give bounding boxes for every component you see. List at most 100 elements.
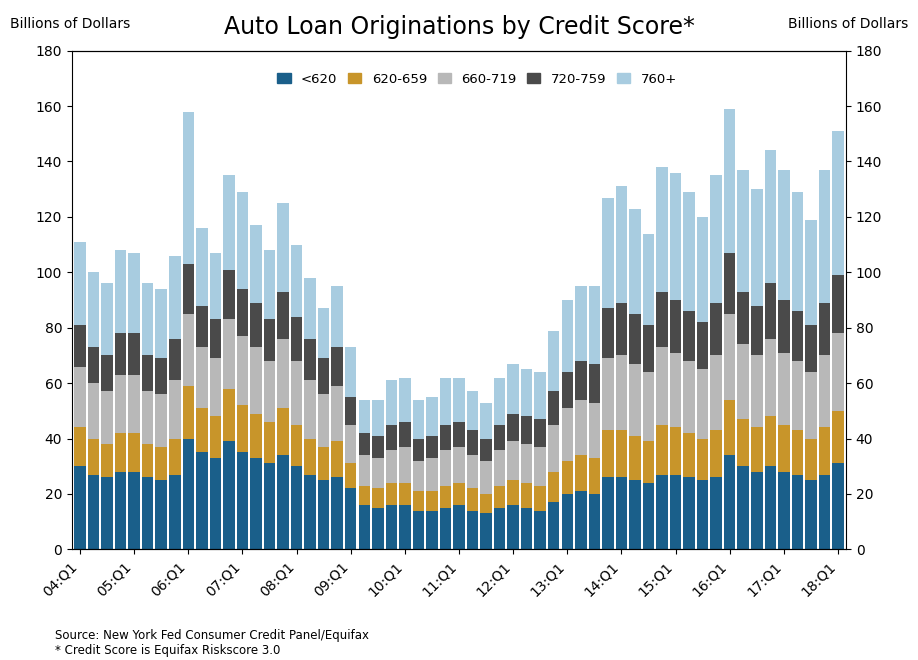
Bar [372, 436, 384, 458]
Bar [819, 303, 830, 356]
Bar [209, 319, 221, 358]
Bar [534, 447, 546, 486]
Bar [209, 358, 221, 416]
Bar [399, 505, 410, 549]
Bar [724, 400, 735, 455]
Bar [656, 347, 667, 425]
Bar [386, 483, 397, 505]
Bar [183, 438, 194, 549]
Bar [805, 480, 817, 549]
Bar [805, 325, 817, 372]
Bar [155, 480, 167, 549]
Bar [833, 131, 844, 275]
Bar [697, 217, 709, 322]
Bar [386, 380, 397, 425]
Bar [643, 442, 655, 483]
Bar [305, 380, 316, 438]
Bar [629, 436, 641, 480]
Bar [209, 458, 221, 549]
Bar [88, 273, 99, 347]
Bar [251, 303, 262, 347]
Bar [209, 253, 221, 319]
Bar [251, 458, 262, 549]
Bar [223, 389, 235, 442]
Bar [223, 319, 235, 389]
Bar [575, 361, 587, 400]
Bar [331, 442, 343, 477]
Bar [833, 333, 844, 411]
Bar [251, 225, 262, 303]
Bar [74, 366, 85, 428]
Bar [359, 433, 370, 455]
Bar [805, 220, 817, 325]
Bar [331, 386, 343, 442]
Bar [751, 356, 763, 428]
Bar [237, 452, 248, 549]
Bar [142, 391, 153, 444]
Bar [791, 311, 803, 361]
Bar [318, 308, 330, 358]
Bar [142, 477, 153, 549]
Bar [494, 486, 505, 508]
Bar [656, 167, 667, 292]
Bar [602, 477, 613, 549]
Bar [494, 508, 505, 549]
Bar [251, 414, 262, 458]
Bar [115, 333, 127, 375]
Bar [183, 264, 194, 314]
Bar [575, 286, 587, 361]
Bar [751, 189, 763, 306]
Bar [305, 475, 316, 549]
Bar [331, 286, 343, 347]
Bar [670, 300, 681, 352]
Bar [588, 403, 600, 458]
Bar [305, 339, 316, 380]
Bar [413, 491, 424, 511]
Bar [480, 513, 492, 549]
Bar [223, 442, 235, 549]
Bar [508, 505, 519, 549]
Bar [616, 430, 627, 477]
Bar [155, 358, 167, 394]
Bar [399, 483, 410, 505]
Bar [791, 475, 803, 549]
Bar [142, 356, 153, 391]
Bar [588, 364, 600, 403]
Bar [521, 416, 532, 444]
Bar [209, 416, 221, 458]
Bar [521, 508, 532, 549]
Bar [765, 283, 776, 339]
Bar [74, 242, 85, 325]
Bar [724, 455, 735, 549]
Bar [345, 347, 356, 397]
Bar [115, 472, 127, 549]
Bar [778, 170, 789, 300]
Bar [588, 458, 600, 494]
Bar [575, 455, 587, 491]
Bar [575, 400, 587, 455]
Bar [251, 347, 262, 414]
Bar [778, 425, 789, 472]
Bar [711, 356, 722, 430]
Bar [345, 397, 356, 425]
Bar [426, 511, 438, 549]
Bar [656, 425, 667, 475]
Bar [629, 209, 641, 314]
Text: Billions of Dollars: Billions of Dollars [10, 16, 130, 31]
Bar [237, 336, 248, 405]
Bar [751, 428, 763, 472]
Bar [711, 303, 722, 356]
Bar [683, 433, 695, 477]
Bar [751, 472, 763, 549]
Bar [413, 461, 424, 491]
Bar [683, 311, 695, 361]
Bar [142, 444, 153, 477]
Bar [521, 370, 532, 416]
Bar [643, 483, 655, 549]
Bar [562, 300, 573, 372]
Bar [629, 480, 641, 549]
Bar [372, 458, 384, 488]
Bar [819, 170, 830, 303]
Bar [359, 400, 370, 433]
Bar [413, 511, 424, 549]
